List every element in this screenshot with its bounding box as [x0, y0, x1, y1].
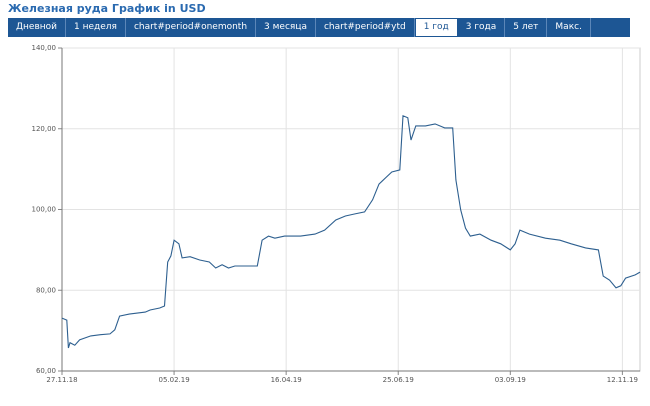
chart-title: Железная руда График in USD	[8, 2, 206, 15]
x-tick-label: 16.04.19	[271, 376, 302, 384]
x-tick-label: 05.02.19	[158, 376, 189, 384]
period-tab[interactable]: Дневной	[8, 18, 66, 37]
y-tick-label: 80,00	[36, 286, 56, 294]
price-line	[61, 114, 641, 349]
period-tab[interactable]: chart#period#ytd	[316, 18, 415, 37]
x-tick-label: 03.09.19	[495, 376, 526, 384]
period-tab[interactable]: 1 год	[414, 18, 458, 37]
period-tabs: Дневной 1 неделя chart#period#onemonth 3 ме…	[8, 18, 630, 37]
period-tab[interactable]: chart#period#onemonth	[126, 18, 257, 37]
y-tick-label: 120,00	[32, 125, 57, 133]
period-tab[interactable]: Макс.	[547, 18, 591, 37]
period-tab[interactable]: 1 неделя	[66, 18, 126, 37]
period-tab[interactable]: 3 года	[458, 18, 506, 37]
x-tick-label: 27.11.18	[46, 376, 77, 384]
y-tick-label: 60,00	[36, 367, 56, 375]
period-tab[interactable]: 3 месяца	[256, 18, 316, 37]
x-tick-label: 25.06.19	[383, 376, 414, 384]
period-tab[interactable]: 5 лет	[505, 18, 548, 37]
y-tick-label: 100,00	[32, 206, 57, 214]
y-tick-label: 140,00	[32, 44, 57, 52]
x-tick-label: 12.11.19	[607, 376, 638, 384]
